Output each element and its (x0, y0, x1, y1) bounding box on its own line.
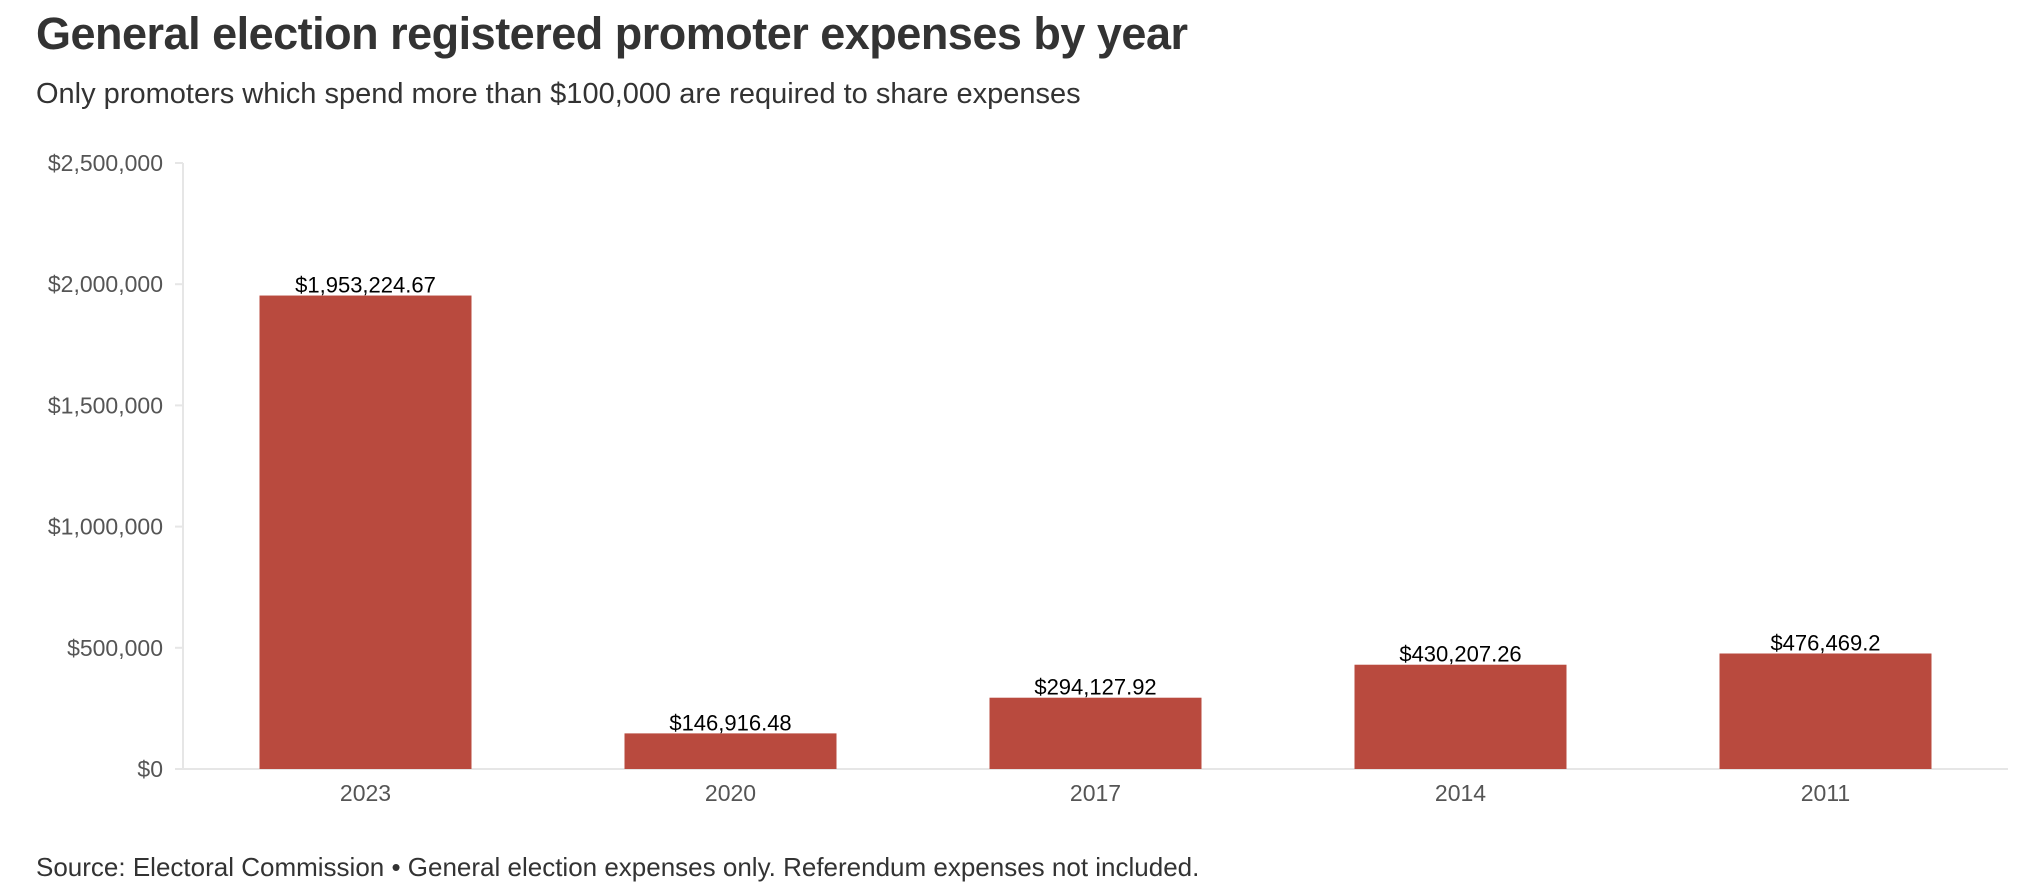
data-label-2017: $294,127.92 (1034, 675, 1156, 700)
bar-2011 (1720, 654, 1932, 769)
y-tick-label: $1,000,000 (48, 514, 163, 540)
x-tick-label: 2020 (705, 780, 756, 806)
x-tick-label: 2011 (1801, 780, 1850, 806)
x-tick-label: 2014 (1435, 780, 1486, 806)
x-tick-label: 2017 (1070, 780, 1121, 806)
y-tick-label: $0 (137, 756, 163, 782)
bar-2014 (1355, 665, 1567, 769)
data-label-2011: $476,469.2 (1770, 631, 1880, 656)
bar-chart: $0 $500,000 $1,000,000 $1,500,000 $2,000,000… (0, 0, 2026, 840)
y-tick-label: $1,500,000 (48, 392, 163, 418)
y-tick-label: $2,500,000 (48, 150, 163, 176)
y-tick-label: $500,000 (67, 635, 163, 661)
data-label-2020: $146,916.48 (669, 710, 791, 735)
y-tick-label: $2,000,000 (48, 271, 163, 297)
bar-2023 (260, 296, 472, 769)
data-label-2023: $1,953,224.67 (295, 273, 436, 298)
data-label-2014: $430,207.26 (1399, 642, 1521, 667)
x-axis: 2023 2020 2017 2014 2011 (183, 769, 2008, 806)
bar-2017 (990, 698, 1202, 769)
x-tick-label: 2023 (340, 780, 391, 806)
chart-source: Source: Electoral Commission • General e… (36, 852, 1199, 883)
bar-2020 (625, 733, 837, 769)
data-labels: $1,953,224.67 $146,916.48 $294,127.92 $430,… (295, 273, 1880, 736)
y-axis: $0 $500,000 $1,000,000 $1,500,000 $2,000,000… (48, 150, 183, 782)
